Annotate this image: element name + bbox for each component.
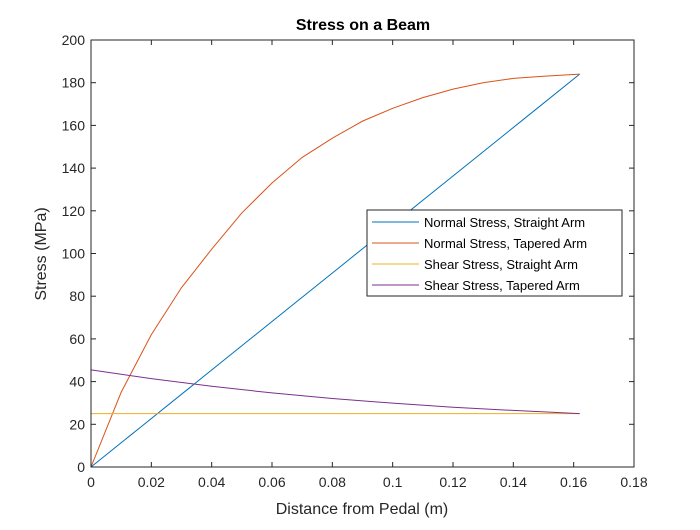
x-tick-label: 0.12 <box>439 474 466 490</box>
y-tick-label: 160 <box>62 117 86 133</box>
x-axis-label: Distance from Pedal (m) <box>276 501 449 518</box>
series-line-2 <box>90 73 580 468</box>
legend-label-2: Normal Stress, Tapered Arm <box>424 236 587 251</box>
x-tick-label: 0.1 <box>383 474 403 490</box>
y-tick-label: 140 <box>62 160 86 176</box>
y-tick-label: 80 <box>69 288 85 304</box>
x-tick-label: 0.16 <box>560 474 587 490</box>
y-tick-label: 0 <box>77 459 85 475</box>
y-tick-label: 100 <box>62 246 86 262</box>
y-tick-label: 180 <box>62 75 86 91</box>
y-axis-label: Stress (MPa) <box>33 207 50 300</box>
legend-label-1: Normal Stress, Straight Arm <box>424 215 585 230</box>
x-tick-label: 0.02 <box>138 474 165 490</box>
x-tick-label: 0.08 <box>319 474 346 490</box>
x-tick-label: 0 <box>87 474 95 490</box>
legend-label-4: Shear Stress, Tapered Arm <box>424 278 580 293</box>
y-tick-label: 40 <box>69 374 85 390</box>
series-line-1 <box>90 73 581 468</box>
x-tick-label: 0.06 <box>258 474 285 490</box>
x-tick-label: 0.14 <box>500 474 527 490</box>
x-tick-label: 0.04 <box>198 474 225 490</box>
y-tick-label: 120 <box>62 203 86 219</box>
legend[interactable]: Normal Stress, Straight Arm Normal Stress… <box>366 209 623 297</box>
legend-label-3: Shear Stress, Straight Arm <box>424 257 578 272</box>
y-tick-label: 60 <box>69 331 85 347</box>
y-tick-label: 200 <box>62 32 86 48</box>
chart-title: Stress on a Beam <box>296 17 430 34</box>
x-tick-label: 0.18 <box>620 474 647 490</box>
legend-box <box>366 209 623 297</box>
y-tick-label: 20 <box>69 416 85 432</box>
series-line-4 <box>90 369 580 415</box>
